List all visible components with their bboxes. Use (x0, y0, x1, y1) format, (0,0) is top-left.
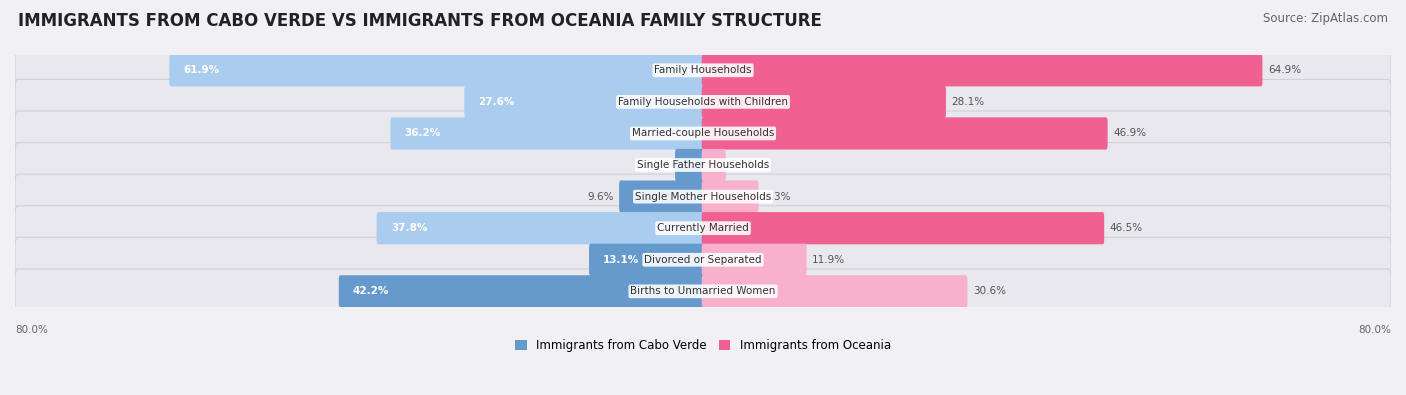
Text: Births to Unmarried Women: Births to Unmarried Women (630, 286, 776, 296)
FancyBboxPatch shape (15, 111, 1391, 156)
Text: 11.9%: 11.9% (813, 255, 845, 265)
Text: 6.3%: 6.3% (763, 192, 790, 201)
Text: 46.5%: 46.5% (1109, 223, 1143, 233)
Text: 30.6%: 30.6% (973, 286, 1007, 296)
Text: 42.2%: 42.2% (353, 286, 389, 296)
FancyBboxPatch shape (15, 79, 1391, 124)
Text: IMMIGRANTS FROM CABO VERDE VS IMMIGRANTS FROM OCEANIA FAMILY STRUCTURE: IMMIGRANTS FROM CABO VERDE VS IMMIGRANTS… (18, 12, 823, 30)
Text: 28.1%: 28.1% (952, 97, 984, 107)
Text: 61.9%: 61.9% (184, 65, 219, 75)
Text: 37.8%: 37.8% (391, 223, 427, 233)
FancyBboxPatch shape (702, 117, 1108, 150)
Text: 64.9%: 64.9% (1268, 65, 1301, 75)
FancyBboxPatch shape (339, 275, 704, 307)
Legend: Immigrants from Cabo Verde, Immigrants from Oceania: Immigrants from Cabo Verde, Immigrants f… (510, 335, 896, 357)
Text: 36.2%: 36.2% (405, 128, 441, 139)
Text: 27.6%: 27.6% (478, 97, 515, 107)
Text: Single Father Households: Single Father Households (637, 160, 769, 170)
FancyBboxPatch shape (589, 244, 704, 276)
FancyBboxPatch shape (15, 206, 1391, 250)
FancyBboxPatch shape (702, 275, 967, 307)
FancyBboxPatch shape (702, 212, 1104, 244)
Text: 80.0%: 80.0% (1358, 325, 1391, 335)
Text: 46.9%: 46.9% (1114, 128, 1146, 139)
FancyBboxPatch shape (391, 117, 704, 150)
FancyBboxPatch shape (675, 149, 704, 181)
FancyBboxPatch shape (702, 181, 758, 213)
Text: Currently Married: Currently Married (657, 223, 749, 233)
Text: 80.0%: 80.0% (15, 325, 48, 335)
Text: Single Mother Households: Single Mother Households (636, 192, 770, 201)
Text: 13.1%: 13.1% (603, 255, 640, 265)
Text: Source: ZipAtlas.com: Source: ZipAtlas.com (1263, 12, 1388, 25)
Text: Family Households with Children: Family Households with Children (619, 97, 787, 107)
FancyBboxPatch shape (619, 181, 704, 213)
FancyBboxPatch shape (15, 143, 1391, 188)
FancyBboxPatch shape (702, 244, 807, 276)
Text: 3.1%: 3.1% (643, 160, 669, 170)
Text: Divorced or Separated: Divorced or Separated (644, 255, 762, 265)
FancyBboxPatch shape (15, 269, 1391, 314)
Text: Married-couple Households: Married-couple Households (631, 128, 775, 139)
FancyBboxPatch shape (15, 237, 1391, 282)
FancyBboxPatch shape (702, 86, 946, 118)
FancyBboxPatch shape (702, 54, 1263, 87)
FancyBboxPatch shape (464, 86, 704, 118)
Text: 2.5%: 2.5% (731, 160, 758, 170)
FancyBboxPatch shape (702, 149, 725, 181)
Text: 9.6%: 9.6% (588, 192, 613, 201)
FancyBboxPatch shape (15, 174, 1391, 219)
FancyBboxPatch shape (15, 48, 1391, 93)
Text: Family Households: Family Households (654, 65, 752, 75)
FancyBboxPatch shape (377, 212, 704, 244)
FancyBboxPatch shape (169, 54, 704, 87)
